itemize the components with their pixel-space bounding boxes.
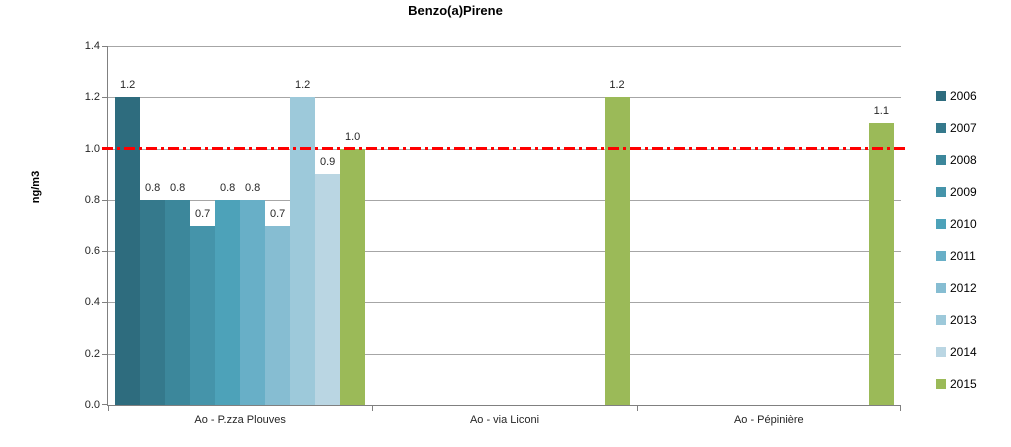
gridline [108, 353, 901, 355]
legend-label: 2006 [950, 89, 977, 103]
bar-value-label: 1.2 [117, 78, 139, 94]
legend-label: 2011 [950, 249, 976, 263]
gridline [108, 251, 901, 253]
legend-item-2010: 2010 [936, 215, 977, 233]
legend-item-2014: 2014 [936, 343, 977, 361]
x-category-label: Ao - via Liconi [469, 414, 540, 426]
legend-swatch-icon [936, 91, 946, 101]
legend-swatch-icon [936, 219, 946, 229]
bar-value-label: 0.8 [217, 180, 239, 196]
y-axis-tick [102, 97, 107, 99]
plot-area: 0.0 0.2 0.4 0.6 0.8 1.0 1.2 1.4 Ao - P.zza Plouv… [85, 40, 907, 426]
legend-item-2006: 2006 [936, 87, 977, 105]
y-axis-tick-label: 0.6 [84, 245, 100, 258]
legend-swatch-icon [936, 123, 946, 133]
legend-swatch-icon [936, 155, 946, 165]
gridline [108, 302, 901, 304]
x-axis-tick [108, 406, 109, 411]
y-axis-tick-label: 0.4 [84, 296, 100, 309]
legend-item-2009: 2009 [936, 183, 977, 201]
reference-line [102, 146, 907, 150]
bar-2014 [315, 174, 341, 405]
y-axis-tick-label: 0.8 [84, 193, 100, 206]
bar-2015 [340, 148, 366, 405]
legend-item-2007: 2007 [936, 119, 977, 137]
y-axis-tick-label: 1.4 [84, 40, 100, 52]
legend-label: 2008 [950, 153, 977, 167]
legend-label: 2009 [950, 185, 977, 199]
legend-item-2008: 2008 [936, 151, 977, 169]
bar-value-label: 0.7 [192, 206, 214, 222]
y-axis-tick [102, 199, 107, 201]
legend-swatch-icon [936, 315, 946, 325]
legend-label: 2014 [950, 345, 977, 359]
bar-2012 [265, 225, 291, 405]
bar-2013 [290, 97, 316, 405]
bar-value-label: 0.9 [317, 155, 339, 171]
y-axis-tick [102, 353, 107, 355]
legend-label: 2007 [950, 121, 977, 135]
bar-2015 [604, 97, 630, 405]
legend-label: 2012 [950, 281, 977, 295]
x-axis-tick [372, 406, 374, 411]
bar-2009 [190, 225, 216, 405]
gridline [108, 97, 901, 99]
bar-2006 [115, 97, 141, 405]
bar-value-label: 1.1 [870, 103, 892, 119]
y-axis-tick [102, 46, 107, 47]
bar-value-label: 0.7 [267, 206, 289, 222]
bar-value-label: 1.2 [292, 78, 314, 94]
legend-label: 2010 [950, 217, 977, 231]
legend-item-2015: 2015 [936, 375, 977, 393]
x-axis-tick [636, 406, 638, 411]
y-axis-tick-label: 0.0 [84, 399, 100, 411]
bar-value-label: 0.8 [167, 180, 189, 196]
y-axis-title: ng/m3 [30, 170, 42, 204]
x-axis-tick [900, 406, 901, 411]
bar-2008 [165, 199, 191, 405]
x-category-label: Ao - Pépinière [733, 414, 804, 426]
legend-item-2013: 2013 [936, 311, 977, 329]
legend-label: 2015 [950, 377, 977, 391]
bar-value-label: 1.2 [606, 78, 628, 94]
y-axis-tick [102, 302, 107, 304]
bar-value-label: 1.0 [342, 129, 364, 145]
legend-swatch-icon [936, 283, 946, 293]
bar-2010 [215, 199, 241, 405]
legend-swatch-icon [936, 251, 946, 261]
legend-swatch-icon [936, 379, 946, 389]
legend-item-2011: 2011 [936, 247, 977, 265]
bar-2011 [240, 199, 266, 405]
chart-title: Benzo(a)Pirene [408, 3, 503, 18]
y-axis-tick-label: 0.2 [84, 347, 100, 360]
bar-2015 [868, 122, 894, 405]
bar-value-label: 0.8 [142, 180, 164, 196]
legend-label: 2013 [950, 313, 977, 327]
gridline [108, 46, 901, 47]
legend-item-2012: 2012 [936, 279, 977, 297]
x-category-label: Ao - P.zza Plouves [194, 414, 286, 426]
legend-swatch-icon [936, 347, 946, 357]
y-axis-tick-label: 1.0 [84, 142, 100, 155]
y-axis-tick [102, 404, 107, 405]
y-axis-tick [102, 251, 107, 253]
gridline [108, 199, 901, 201]
y-axis-tick-label: 1.2 [84, 91, 100, 104]
legend-swatch-icon [936, 187, 946, 197]
bar-2007 [140, 199, 166, 405]
bar-value-label: 0.8 [242, 180, 264, 196]
legend: 2006 2007 2008 2009 2010 2011 2012 2013 2014 2015 [936, 87, 977, 407]
